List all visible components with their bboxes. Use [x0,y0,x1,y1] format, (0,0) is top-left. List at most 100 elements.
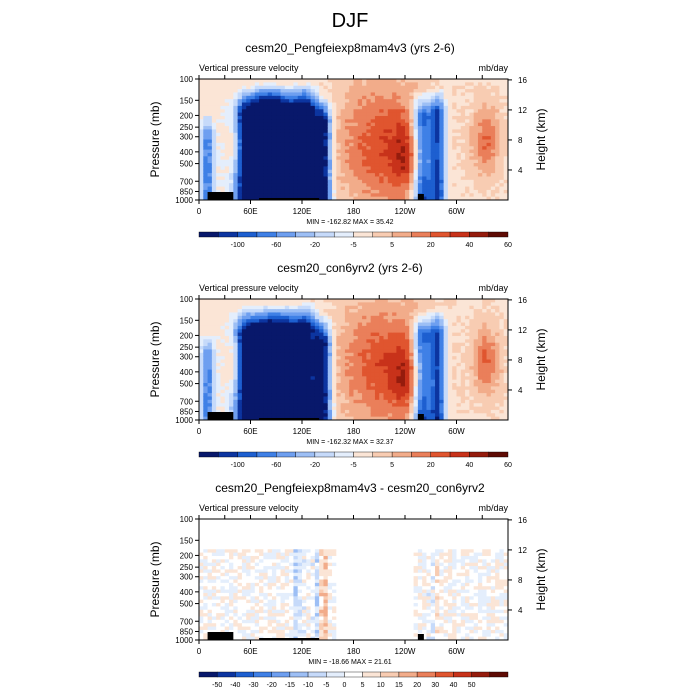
heatmap-cell [310,119,316,124]
heatmap-cell [460,329,466,334]
heatmap-cell [460,109,466,114]
heatmap-cell [237,105,243,110]
heatmap-cell [259,99,264,104]
heatmap-cell [284,329,290,334]
heatmap-cell [203,302,209,307]
heatmap-cell [495,196,500,201]
heatmap-cell [392,156,397,161]
heatmap-cell [250,403,256,408]
heatmap-cell [452,173,457,177]
heatmap-cell [306,362,312,367]
heatmap-cell [387,136,393,140]
heatmap-cell [379,403,385,408]
heatmap-cell [323,372,329,377]
heatmap-cell [332,196,337,201]
heatmap-cell [409,149,415,154]
heatmap-cell [456,193,462,198]
heatmap-cell [241,413,247,418]
heatmap-cell [246,359,251,364]
heatmap-cell [379,315,385,320]
heatmap-cell [430,302,436,307]
heatmap-cell [456,315,462,320]
heatmap-cell [417,102,423,107]
heatmap-cell [460,169,466,174]
heatmap-cell [310,166,316,171]
terrain-mask [207,192,234,200]
heatmap-cell [443,105,449,110]
heatmap-cell [465,299,470,303]
heatmap-cell [336,409,342,414]
heatmap-cell [426,176,432,181]
heatmap-cell [314,393,320,397]
heatmap-cell [229,379,234,384]
heatmap-cell [469,389,475,394]
heatmap-cell [456,189,462,194]
heatmap-cell [297,122,303,127]
heatmap-cell [284,159,290,164]
heatmap-cell [332,159,337,164]
heatmap-cell [422,85,427,90]
heatmap-cell [271,305,277,310]
heatmap-cell [405,105,410,110]
heatmap-cell [211,189,217,194]
heatmap-cell [302,376,307,381]
heatmap-cell [340,186,346,191]
heatmap-cell [370,339,376,344]
heatmap-cell [297,315,303,320]
heatmap-cell [387,89,393,93]
heatmap-cell [413,346,419,350]
heatmap-cell [374,362,380,367]
heatmap-cell [284,322,290,327]
y-tick-label: 1000 [175,196,193,205]
heatmap-cell [374,189,380,194]
heatmap-cell [319,322,324,327]
heatmap-cell [211,332,217,337]
heatmap-cell [327,413,333,418]
heatmap-cell [409,319,415,324]
heatmap-cell [417,139,423,144]
heatmap-cell [495,146,500,151]
heatmap-cell [426,413,432,418]
heatmap-cell [426,359,432,364]
heatmap-cell [216,139,221,144]
heatmap-cell [349,126,354,130]
heatmap-cell [460,183,466,188]
heatmap-cell [349,169,354,174]
heatmap-cell [417,142,423,147]
heatmap-cell [460,149,466,154]
heatmap-cell [280,132,286,137]
heatmap-cell [284,309,290,313]
heatmap-cell [259,102,264,107]
heatmap-cell [486,166,492,171]
heatmap-cell [241,112,247,117]
heatmap-cell [306,85,312,90]
heatmap-cell [435,99,440,104]
heatmap-cell [323,366,329,371]
heatmap-cell [293,299,299,303]
heatmap-cell [413,79,419,83]
colorbar-swatch [353,231,374,238]
heatmap-cell [353,129,359,134]
heatmap-cell [443,82,449,87]
heatmap-cell [469,149,475,154]
heatmap-cell [259,359,264,364]
heatmap-cell [435,376,440,381]
heatmap-cell [203,346,209,350]
heatmap-cell [220,309,226,313]
heatmap-cell [293,332,299,337]
heatmap-cell [250,416,256,421]
heatmap-cell [263,122,269,127]
heatmap-cell [370,322,376,327]
heatmap-cell [280,339,286,344]
heatmap-cell [460,339,466,344]
heatmap-cell [349,352,354,357]
heatmap-cell [366,99,372,104]
heatmap-cell [495,85,500,90]
heatmap-cell [336,322,342,327]
heatmap-cell [254,105,260,110]
heatmap-cell [280,166,286,171]
heatmap-cell [259,366,264,371]
heatmap-cell [229,179,234,184]
heatmap-cell [224,152,230,157]
heatmap-cell [289,186,294,191]
